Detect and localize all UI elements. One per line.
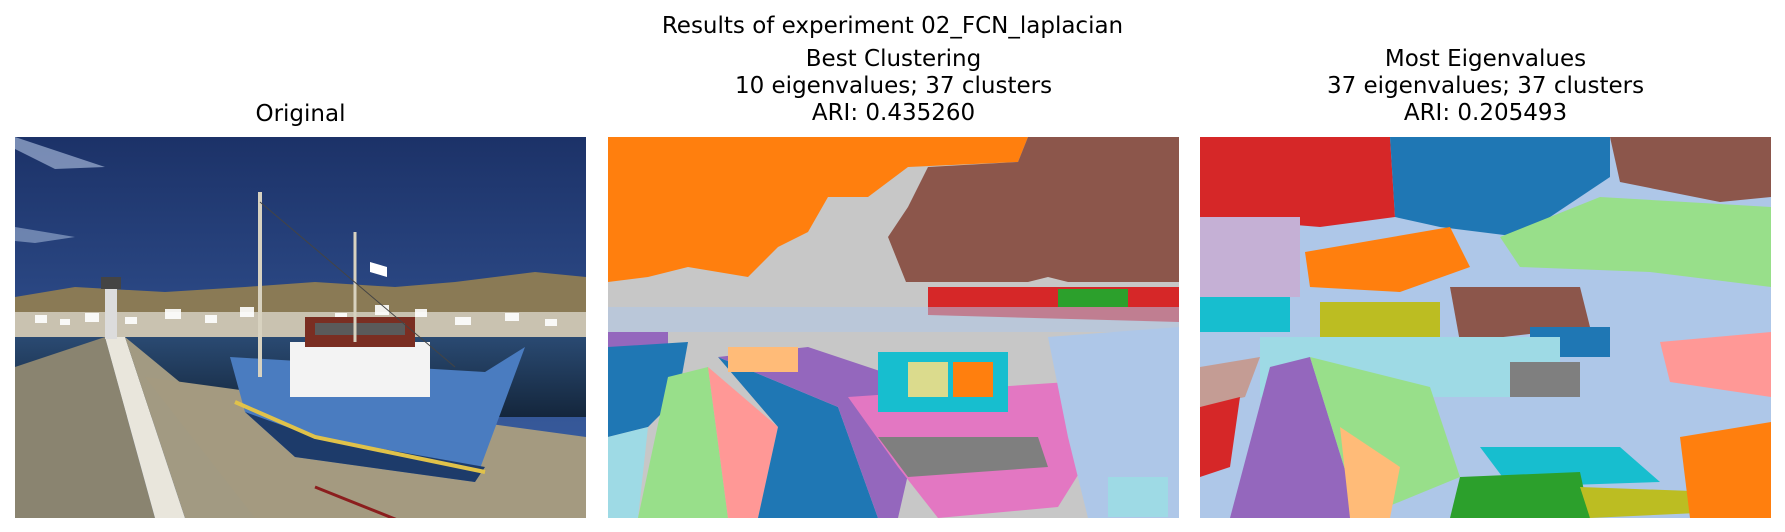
best-clustering-map — [608, 137, 1179, 518]
original-title: Original — [15, 101, 586, 128]
best-title-line-1: Best Clustering — [805, 46, 982, 72]
best-title-line-2: 10 eigenvalues; 37 clusters — [734, 73, 1053, 99]
original-image — [15, 137, 586, 518]
figure-title: Results of experiment 02_FCN_laplacian — [661, 13, 1124, 39]
best-clustering-image — [608, 137, 1179, 518]
best-title-line-3: ARI: 0.435260 — [811, 100, 976, 126]
original-title-line-1: Original — [255, 101, 346, 127]
most-eigenvalues-image — [1200, 137, 1771, 518]
most-title-line-2: 37 eigenvalues; 37 clusters — [1326, 73, 1645, 99]
most-title-line-1: Most Eigenvalues — [1384, 46, 1587, 72]
most-eigenvalues-map — [1200, 137, 1771, 518]
original-photo — [15, 137, 586, 518]
most-eigenvalues-title: Most Eigenvalues 37 eigenvalues; 37 clus… — [1200, 46, 1771, 127]
best-clustering-title: Best Clustering 10 eigenvalues; 37 clust… — [608, 46, 1179, 127]
most-title-line-3: ARI: 0.205493 — [1403, 100, 1568, 126]
